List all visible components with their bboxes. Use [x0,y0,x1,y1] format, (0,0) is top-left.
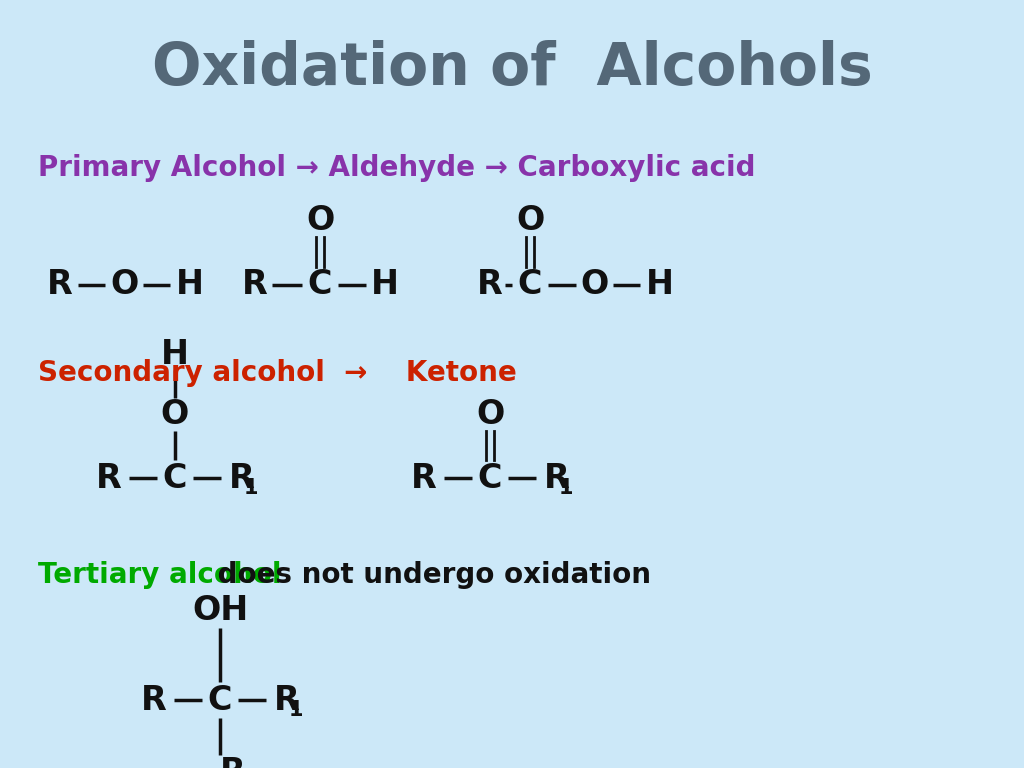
Text: O: O [516,204,544,237]
Text: Tertiary alcohol: Tertiary alcohol [38,561,282,589]
Text: H: H [161,339,189,372]
Text: 1: 1 [559,478,573,498]
Text: C: C [163,462,187,495]
Text: OH: OH [191,594,248,627]
Text: R: R [96,462,122,495]
Text: O: O [581,269,609,302]
Text: C: C [308,269,332,302]
Text: C: C [518,269,543,302]
Text: R: R [274,684,300,717]
Text: O: O [111,269,139,302]
Text: H: H [176,269,204,302]
Text: R: R [242,269,268,302]
Text: Oxidation of  Alcohols: Oxidation of Alcohols [152,39,872,97]
Text: H: H [646,269,674,302]
Text: O: O [161,399,189,432]
Text: R: R [141,684,167,717]
Text: R: R [477,269,503,302]
Text: O: O [476,399,504,432]
Text: R: R [544,462,569,495]
Text: does not undergo oxidation: does not undergo oxidation [208,561,651,589]
Text: H: H [371,269,399,302]
Text: Secondary alcohol  →    Ketone: Secondary alcohol → Ketone [38,359,517,387]
Text: O: O [306,204,334,237]
Text: R: R [411,462,437,495]
Text: R: R [47,269,73,302]
Text: C: C [478,462,502,495]
Text: R: R [229,462,255,495]
Text: Primary Alcohol → Aldehyde → Carboxylic acid: Primary Alcohol → Aldehyde → Carboxylic … [38,154,756,182]
Text: 1: 1 [244,478,258,498]
Text: C: C [208,684,232,717]
Text: R: R [220,756,246,768]
Text: 1: 1 [289,700,303,720]
